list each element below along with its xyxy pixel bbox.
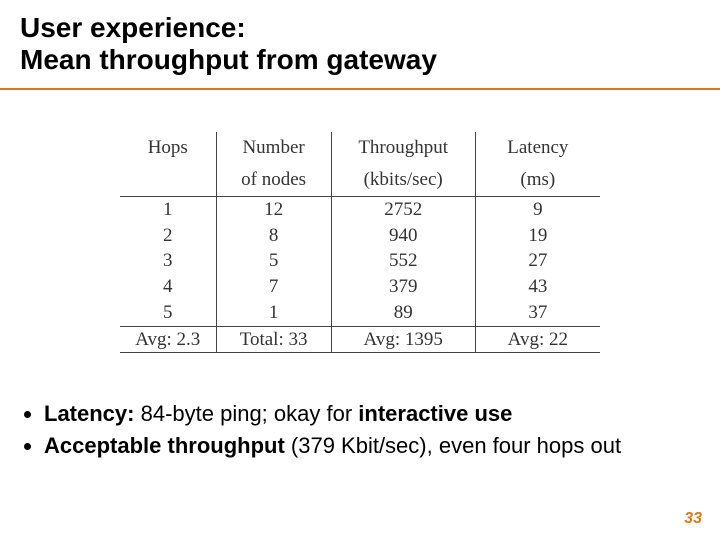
table: Hops Number Throughput Latency of nodes … bbox=[120, 132, 600, 353]
cell: 8 bbox=[216, 223, 331, 249]
cell: 19 bbox=[475, 223, 600, 249]
cell: 4 bbox=[120, 274, 216, 300]
cell: 7 bbox=[216, 274, 331, 300]
title-line-2: Mean throughput from gateway bbox=[20, 44, 700, 76]
col-header: Latency bbox=[475, 132, 600, 164]
table-row: 1 12 2752 9 bbox=[120, 196, 600, 222]
cell: 43 bbox=[475, 274, 600, 300]
table-row: 2 8 940 19 bbox=[120, 223, 600, 249]
cell: 1 bbox=[120, 196, 216, 222]
cell: 5 bbox=[120, 300, 216, 326]
bullet-bold: Latency: bbox=[44, 401, 134, 426]
summary-cell: Avg: 1395 bbox=[331, 326, 475, 353]
table-header-row-2: of nodes (kbits/sec) (ms) bbox=[120, 164, 600, 196]
bullet-bold: interactive use bbox=[358, 401, 512, 426]
cell: 940 bbox=[331, 223, 475, 249]
cell: 89 bbox=[331, 300, 475, 326]
col-subheader: (kbits/sec) bbox=[331, 164, 475, 196]
table-header-row-1: Hops Number Throughput Latency bbox=[120, 132, 600, 164]
table-row: 5 1 89 37 bbox=[120, 300, 600, 326]
cell: 27 bbox=[475, 248, 600, 274]
bullet-text: (379 Kbit/sec), even four hops out bbox=[285, 433, 621, 458]
bullet-text: 84-byte ping; okay for bbox=[134, 401, 358, 426]
table-row: 3 5 552 27 bbox=[120, 248, 600, 274]
bullet-bold: Acceptable throughput bbox=[44, 433, 285, 458]
bullet-item: Latency: 84-byte ping; okay for interact… bbox=[44, 400, 700, 428]
cell: 5 bbox=[216, 248, 331, 274]
col-header: Number bbox=[216, 132, 331, 164]
cell: 3 bbox=[120, 248, 216, 274]
cell: 2752 bbox=[331, 196, 475, 222]
cell: 12 bbox=[216, 196, 331, 222]
title-underline bbox=[0, 88, 720, 90]
col-subheader: of nodes bbox=[216, 164, 331, 196]
summary-cell: Total: 33 bbox=[216, 326, 331, 353]
throughput-table: Hops Number Throughput Latency of nodes … bbox=[120, 132, 600, 353]
summary-cell: Avg: 2.3 bbox=[120, 326, 216, 353]
bullet-item: Acceptable throughput (379 Kbit/sec), ev… bbox=[44, 432, 700, 460]
col-subheader bbox=[120, 164, 216, 196]
title-block: User experience: Mean throughput from ga… bbox=[0, 0, 720, 82]
page-number: 33 bbox=[684, 510, 702, 528]
cell: 2 bbox=[120, 223, 216, 249]
table-summary-row: Avg: 2.3 Total: 33 Avg: 1395 Avg: 22 bbox=[120, 326, 600, 353]
cell: 552 bbox=[331, 248, 475, 274]
cell: 9 bbox=[475, 196, 600, 222]
cell: 379 bbox=[331, 274, 475, 300]
table-row: 4 7 379 43 bbox=[120, 274, 600, 300]
summary-cell: Avg: 22 bbox=[475, 326, 600, 353]
cell: 37 bbox=[475, 300, 600, 326]
col-header: Throughput bbox=[331, 132, 475, 164]
col-subheader: (ms) bbox=[475, 164, 600, 196]
title-line-1: User experience: bbox=[20, 12, 700, 44]
slide: User experience: Mean throughput from ga… bbox=[0, 0, 720, 540]
bullet-list: Latency: 84-byte ping; okay for interact… bbox=[20, 400, 700, 463]
col-header: Hops bbox=[120, 132, 216, 164]
cell: 1 bbox=[216, 300, 331, 326]
